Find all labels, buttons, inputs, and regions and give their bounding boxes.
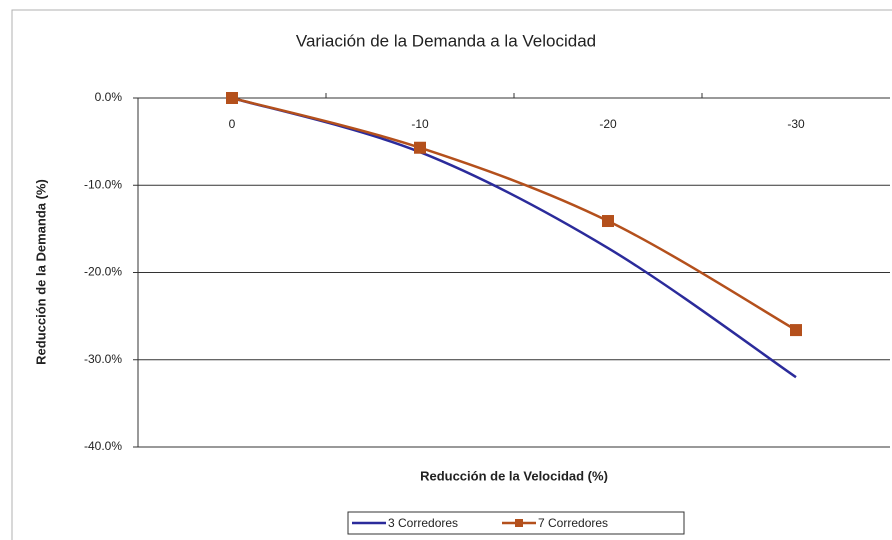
marker: [790, 324, 802, 337]
x-tick-label: -20: [599, 117, 617, 131]
y-tick-label: -40.0%: [84, 439, 122, 453]
chart-border: [11, 9, 892, 540]
legend-marker: [515, 519, 523, 527]
legend-label: 3 Corredores: [388, 516, 458, 530]
legend-label: 7 Corredores: [538, 516, 608, 530]
y-tick-label: -20.0%: [84, 265, 122, 279]
x-tick-label: 0: [229, 117, 236, 131]
marker: [602, 215, 614, 228]
y-tick-label: 0.0%: [95, 90, 123, 104]
y-tick-label: -30.0%: [84, 352, 122, 366]
y-axis-label: Reducción de la Demanda (%): [33, 179, 48, 365]
x-axis-label: Reducción de la Velocidad (%): [420, 468, 608, 483]
chart-title: Variación de la Demanda a la Velocidad: [296, 31, 596, 50]
x-tick-label: -30: [787, 117, 805, 131]
marker: [226, 92, 238, 104]
x-tick-label: -10: [411, 117, 429, 131]
marker: [414, 141, 426, 154]
series-line: [231, 96, 797, 332]
y-tick-label: -10.0%: [84, 177, 122, 191]
